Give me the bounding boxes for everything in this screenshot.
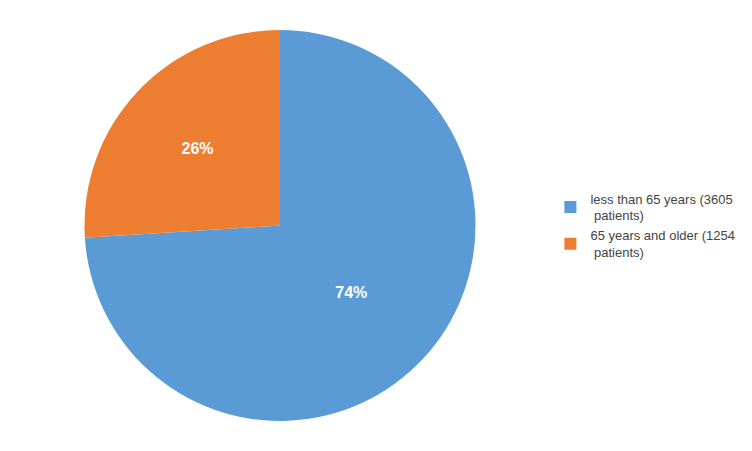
- svg-text:26%: 26%: [182, 140, 214, 157]
- svg-text:less than 65 years (3605 patie: less than 65 years (3605 patients): [590, 192, 732, 224]
- svg-text:65 years and older (1254 patie: 65 years and older (1254 patients): [590, 228, 735, 260]
- svg-text:74%: 74%: [335, 284, 367, 301]
